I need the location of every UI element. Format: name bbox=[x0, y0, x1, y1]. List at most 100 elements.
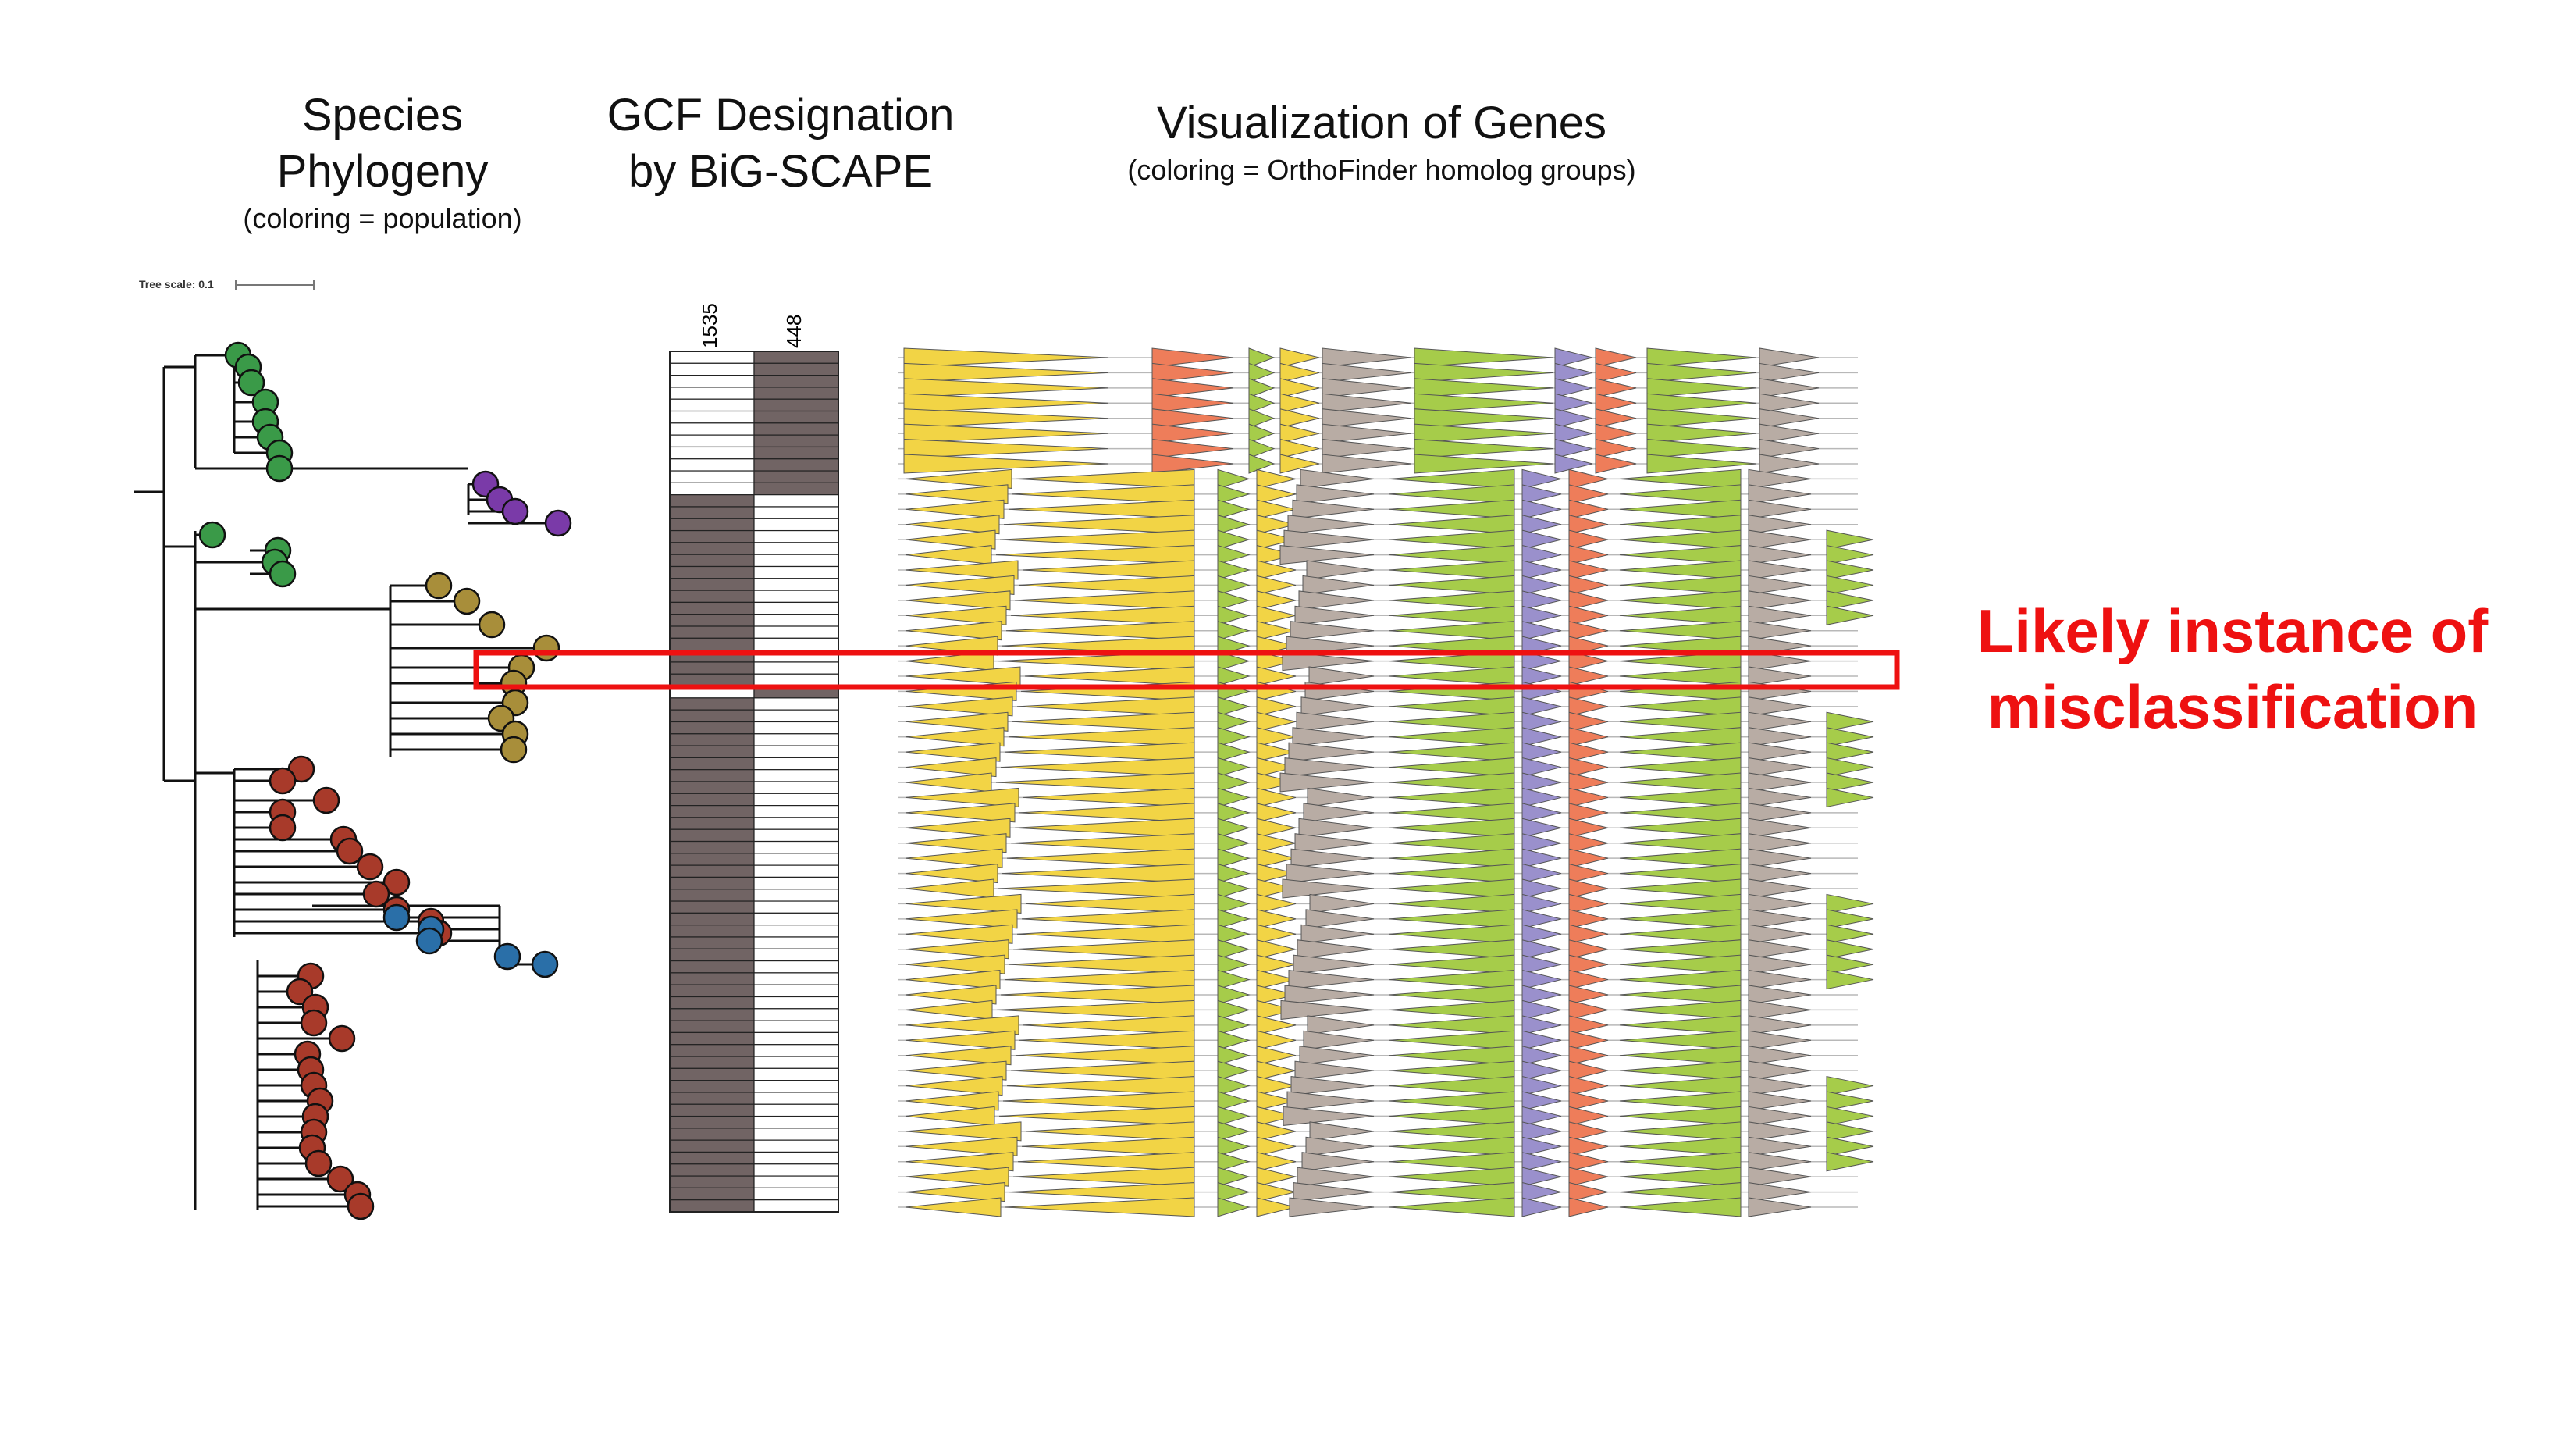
gene-arrow bbox=[1619, 1121, 1742, 1142]
gene-arrow bbox=[1217, 757, 1251, 778]
gene-arrow bbox=[1151, 362, 1234, 383]
gene-arrow bbox=[905, 1046, 1012, 1066]
gene-arrow bbox=[1521, 1046, 1562, 1066]
gcf-cell bbox=[669, 542, 755, 555]
gene-arrow bbox=[905, 924, 1013, 944]
gene-arrow bbox=[1826, 605, 1874, 625]
gene-arrow bbox=[1568, 1181, 1609, 1202]
gene-arrow bbox=[1151, 439, 1234, 459]
gene-arrow bbox=[1521, 1121, 1562, 1142]
gene-arrow bbox=[1521, 515, 1562, 535]
tree-tip bbox=[269, 767, 297, 795]
gcf-cell bbox=[669, 554, 755, 568]
gcf-matrix-border bbox=[669, 351, 839, 1213]
gene-arrow bbox=[1759, 393, 1820, 413]
gene-arrow bbox=[1748, 1046, 1812, 1066]
gene-arrow bbox=[1619, 818, 1742, 838]
gene-arrow bbox=[1256, 848, 1297, 868]
gene-arrow bbox=[1619, 1015, 1742, 1035]
gene-arrow bbox=[1521, 544, 1562, 565]
genes-header: Visualization of Genes (coloring = Ortho… bbox=[1062, 95, 1702, 190]
tree-scale-bar bbox=[235, 280, 315, 290]
gcf-cell bbox=[753, 1092, 839, 1105]
gene-arrow bbox=[1619, 1167, 1742, 1187]
gene-arrow bbox=[1248, 378, 1276, 398]
tree-tip bbox=[493, 942, 521, 971]
gene-arrow bbox=[998, 1106, 1195, 1126]
gene-arrow bbox=[1389, 1167, 1515, 1187]
gene-arrow bbox=[1521, 1091, 1562, 1111]
gene-arrow bbox=[1414, 408, 1554, 429]
gene-arrow bbox=[1568, 893, 1609, 914]
gcf-cell bbox=[669, 1020, 755, 1034]
gene-arrow bbox=[1022, 560, 1195, 580]
gene-arrow bbox=[905, 939, 1009, 960]
tree-tip bbox=[237, 369, 265, 397]
gene-arrow bbox=[1619, 985, 1742, 1005]
gene-arrow bbox=[1002, 864, 1195, 884]
gene-arrow bbox=[1256, 1121, 1297, 1142]
gene-arrow bbox=[1217, 1197, 1251, 1217]
gene-arrow bbox=[1748, 818, 1812, 838]
gene-arrow bbox=[903, 362, 1109, 383]
gene-arrow bbox=[1294, 605, 1375, 625]
gene-arrow bbox=[1306, 560, 1375, 580]
gene-arrow bbox=[1748, 878, 1812, 899]
gene-arrow bbox=[1748, 833, 1812, 853]
gene-arrow bbox=[1389, 1060, 1515, 1081]
gene-arrow bbox=[1554, 454, 1593, 474]
gene-arrow bbox=[1217, 515, 1251, 535]
tree-tip bbox=[425, 572, 453, 600]
gene-arrow bbox=[1646, 408, 1757, 429]
gene-arrow bbox=[1217, 560, 1251, 580]
gene-arrow bbox=[905, 954, 1005, 974]
callout-line1: Likely instance of bbox=[1976, 597, 2489, 665]
gene-arrow bbox=[905, 575, 1015, 595]
gene-arrow bbox=[1217, 1075, 1251, 1096]
gene-arrow bbox=[1256, 863, 1297, 884]
gene-arrow bbox=[1322, 347, 1412, 368]
gene-arrow bbox=[1256, 1152, 1297, 1172]
gene-arrow bbox=[1290, 848, 1375, 868]
gene-arrow bbox=[1595, 362, 1637, 383]
gene-arrow bbox=[1595, 347, 1637, 368]
gcf-cell bbox=[669, 529, 755, 543]
gcf-cell bbox=[753, 387, 839, 400]
gene-arrow bbox=[1568, 772, 1609, 793]
gene-arrow bbox=[1646, 393, 1757, 413]
gene-arrow bbox=[903, 378, 1109, 398]
gene-arrow bbox=[1006, 848, 1195, 868]
gene-arrow bbox=[1279, 393, 1320, 413]
gene-arrow bbox=[1288, 742, 1375, 762]
gene-arrow bbox=[903, 347, 1109, 368]
gene-arrow bbox=[1389, 1197, 1515, 1217]
gene-arrow bbox=[1826, 954, 1874, 974]
gcf-cell bbox=[669, 398, 755, 412]
gcf-title-line1: GCF Designation bbox=[607, 90, 955, 141]
gcf-cell bbox=[753, 1175, 839, 1188]
gene-arrow bbox=[1389, 666, 1515, 686]
gene-arrow bbox=[1521, 757, 1562, 778]
gene-arrow bbox=[1300, 924, 1375, 944]
gcf-cell bbox=[669, 1056, 755, 1069]
gene-arrow bbox=[905, 560, 1019, 580]
gene-arrow bbox=[1619, 757, 1742, 778]
gene-arrow bbox=[1217, 1091, 1251, 1111]
gcf-cell bbox=[753, 446, 839, 460]
gene-arrow bbox=[1217, 1106, 1251, 1127]
gcf-cell bbox=[753, 996, 839, 1010]
gene-arrow bbox=[1646, 454, 1757, 474]
gene-arrow bbox=[1256, 954, 1297, 974]
gene-arrow bbox=[1826, 757, 1874, 778]
gene-arrow bbox=[1389, 1182, 1515, 1202]
gene-arrow bbox=[1279, 362, 1320, 383]
gene-arrow bbox=[905, 803, 1016, 823]
gene-arrow bbox=[1282, 651, 1375, 672]
gene-arrow bbox=[1217, 1030, 1251, 1050]
gene-arrow bbox=[1568, 757, 1609, 778]
gene-arrow bbox=[1217, 696, 1251, 717]
tree-tip bbox=[382, 868, 411, 896]
gcf-cell bbox=[669, 494, 755, 508]
gene-arrow bbox=[1748, 1091, 1812, 1111]
gene-arrow bbox=[1389, 939, 1515, 960]
